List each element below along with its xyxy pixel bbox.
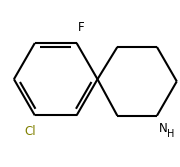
Text: Cl: Cl — [25, 125, 36, 138]
Text: F: F — [78, 21, 84, 34]
Text: H: H — [167, 129, 174, 139]
Text: N: N — [159, 122, 168, 135]
